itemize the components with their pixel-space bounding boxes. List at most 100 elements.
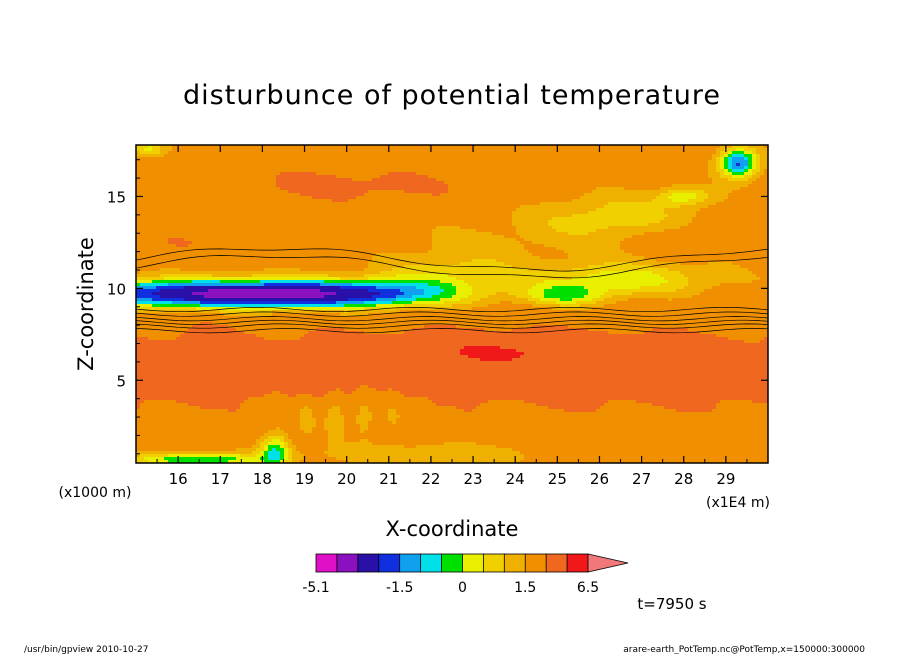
field-cell: [572, 160, 577, 164]
field-cell: [404, 160, 409, 164]
field-cell: [552, 181, 557, 185]
field-cell: [560, 148, 565, 152]
field-cell: [328, 151, 333, 155]
field-cell: [380, 166, 385, 170]
field-cell: [260, 187, 265, 191]
field-cell: [152, 163, 157, 167]
field-cell: [416, 157, 421, 161]
field-cell: [316, 157, 321, 161]
field-cell: [692, 148, 697, 152]
field-cell: [484, 181, 489, 185]
field-cell: [632, 148, 637, 152]
field-cell: [304, 157, 309, 161]
field-cell: [708, 187, 713, 191]
field-cell: [348, 163, 353, 167]
field-cell: [396, 169, 401, 173]
field-cell: [744, 190, 749, 194]
field-cell: [156, 151, 161, 155]
field-cell: [600, 172, 605, 176]
field-cell: [664, 148, 669, 152]
field-cell: [204, 166, 209, 170]
field-cell: [584, 193, 589, 197]
field-cell: [668, 175, 673, 179]
field-cell: [484, 154, 489, 158]
field-cell: [276, 175, 281, 179]
field-cell: [400, 184, 405, 188]
field-cell: [708, 169, 713, 173]
field-cell: [288, 166, 293, 170]
field-cell: [200, 178, 205, 182]
field-cell: [696, 181, 701, 185]
field-cell: [564, 175, 569, 179]
field-cell: [244, 187, 249, 191]
field-cell: [404, 178, 409, 182]
field-cell: [436, 160, 441, 164]
field-cell: [300, 157, 305, 161]
field-cell: [228, 160, 233, 164]
field-cell: [476, 148, 481, 152]
field-cell: [644, 166, 649, 170]
field-cell: [204, 181, 209, 185]
field-cell: [712, 145, 717, 149]
field-cell: [200, 151, 205, 155]
field-cell: [668, 145, 673, 149]
field-cell: [304, 190, 309, 194]
field-cell: [424, 148, 429, 152]
field-cell: [648, 172, 653, 176]
field-cell: [608, 172, 613, 176]
field-cell: [472, 166, 477, 170]
field-cell: [744, 163, 749, 167]
field-cell: [144, 175, 149, 179]
field-cell: [624, 148, 629, 152]
field-cell: [376, 163, 381, 167]
field-cell: [240, 187, 245, 191]
field-cell: [432, 148, 437, 152]
field-cell: [148, 163, 153, 167]
field-cell: [620, 157, 625, 161]
field-cell: [392, 178, 397, 182]
field-cell: [452, 181, 457, 185]
field-cell: [304, 160, 309, 164]
field-cell: [212, 172, 217, 176]
field-cell: [216, 175, 221, 179]
field-cell: [656, 145, 661, 149]
field-cell: [504, 166, 509, 170]
field-cell: [656, 160, 661, 164]
field-cell: [276, 157, 281, 161]
field-cell: [160, 154, 165, 158]
field-cell: [168, 148, 173, 152]
field-cell: [352, 190, 357, 194]
field-cell: [252, 169, 257, 173]
field-cell: [500, 193, 505, 197]
field-cell: [676, 172, 681, 176]
field-cell: [520, 163, 525, 167]
field-cell: [728, 148, 733, 152]
field-cell: [704, 190, 709, 194]
field-cell: [268, 187, 273, 191]
field-cell: [712, 157, 717, 161]
field-cell: [568, 163, 573, 167]
field-cell: [604, 148, 609, 152]
field-cell: [488, 169, 493, 173]
field-cell: [160, 166, 165, 170]
field-cell: [696, 163, 701, 167]
field-cell: [164, 172, 169, 176]
field-cell: [320, 187, 325, 191]
field-cell: [572, 163, 577, 167]
field-cell: [336, 184, 341, 188]
field-cell: [692, 145, 697, 149]
field-cell: [512, 193, 517, 197]
field-cell: [260, 154, 265, 158]
field-cell: [388, 145, 393, 149]
field-cell: [576, 175, 581, 179]
field-cell: [344, 154, 349, 158]
field-cell: [392, 148, 397, 152]
field-cell: [320, 178, 325, 182]
field-cell: [704, 148, 709, 152]
field-cell: [232, 178, 237, 182]
field-cell: [476, 163, 481, 167]
field-cell: [600, 145, 605, 149]
field-cell: [304, 169, 309, 173]
field-cell: [188, 187, 193, 191]
field-cell: [644, 193, 649, 197]
